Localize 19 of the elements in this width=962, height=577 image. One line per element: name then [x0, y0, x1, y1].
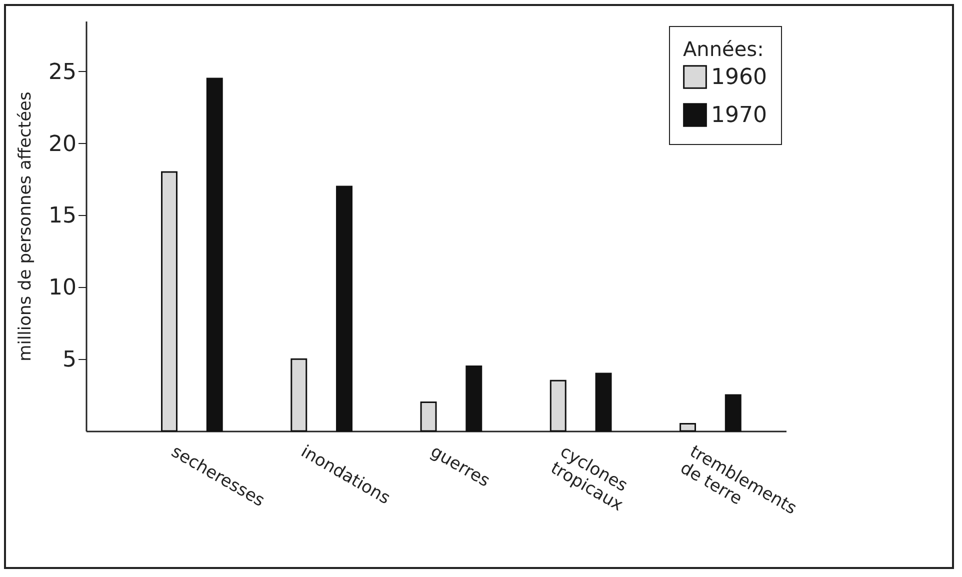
- bar: [290, 358, 308, 432]
- bar: [680, 423, 696, 432]
- y-tick-label: 5: [62, 348, 76, 373]
- y-tick-label: 20: [48, 132, 76, 157]
- bar: [206, 78, 223, 432]
- y-tick-label: 10: [48, 276, 76, 301]
- y-tick-label: 15: [48, 204, 76, 229]
- bar: [420, 401, 437, 432]
- y-axis-title: millions de personnes affectées: [16, 92, 36, 362]
- bar: [550, 380, 566, 432]
- legend-label: 1970: [711, 103, 767, 128]
- bar: [595, 372, 612, 432]
- bar: [466, 366, 482, 432]
- bar: [161, 171, 178, 432]
- legend-label: 1960: [711, 65, 767, 90]
- y-tick-label: 25: [48, 60, 76, 85]
- bar: [336, 186, 352, 432]
- legend-title: Années:: [683, 37, 764, 61]
- bar: [724, 394, 742, 432]
